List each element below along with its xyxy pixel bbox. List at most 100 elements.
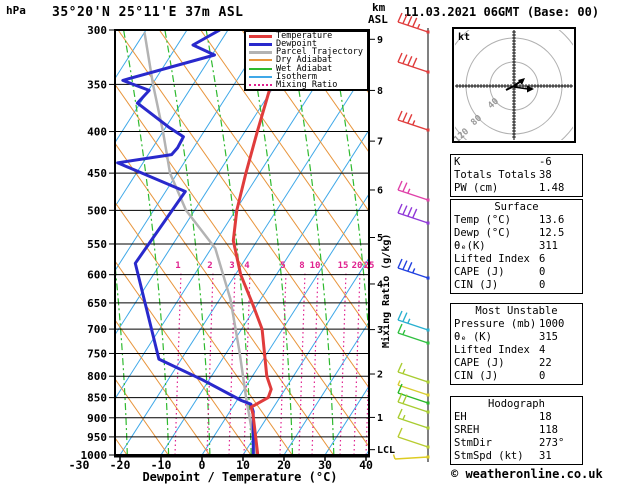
legend-item: Parcel Trajectory: [246, 48, 367, 57]
stats-row: PW (cm) 1.48: [454, 182, 579, 195]
stats-row: Totals Totals 38: [454, 169, 579, 182]
temp-tick-label: -20: [110, 458, 131, 472]
altitude-axis-unit-km: km: [372, 1, 386, 14]
pressure-tick-label: 600: [87, 269, 107, 282]
legend-item-label: Mixing Ratio: [276, 79, 338, 90]
isotherm-line: [120, 66, 368, 454]
wind-barb: [397, 408, 430, 430]
legend-line-sample-icon: [249, 34, 272, 38]
legend-item-label: Temperature: [276, 31, 333, 42]
dry-adiabat-line: [116, 320, 210, 454]
isotherm-line: [202, 194, 368, 454]
wind-barb: [397, 203, 430, 225]
mixing-ratio-value-label: 2: [207, 261, 212, 271]
mixing-ratio-value-label: 3: [229, 261, 234, 271]
background-lines: [0, 30, 368, 455]
legend-item: Dewpoint: [246, 40, 367, 48]
stats-row: StmSpd (kt) 31: [454, 450, 579, 463]
isotherm-line: [116, 31, 228, 206]
stats-row: CIN (J) 0: [454, 279, 579, 292]
stats-value: 1.48: [539, 182, 565, 194]
copyright: © weatheronline.co.uk: [451, 467, 603, 481]
isotherm-line: [0, 30, 23, 455]
isotherm-line: [116, 31, 351, 399]
mixing-ratio-value-label: 8: [299, 261, 304, 271]
km-tick-label: 4: [377, 279, 383, 290]
temp-tick-label: 40: [359, 458, 373, 472]
stats-label: Lifted Index: [454, 344, 530, 356]
wet-adiabat-line: [116, 269, 128, 454]
stats-row: StmDir 273°: [454, 437, 579, 450]
legend-item-label: Dry Adiabat: [276, 55, 333, 66]
dry-adiabat-line: [116, 85, 368, 447]
hodograph-frame: [452, 27, 576, 143]
stats-value: 1000: [539, 318, 565, 330]
legend-item: Wet Adiabat: [246, 63, 367, 74]
wet-adiabat-line: [288, 31, 335, 454]
wind-barb: [392, 454, 430, 460]
mixing-ratio-line: [353, 271, 361, 454]
pressure-tick-label: 950: [87, 431, 107, 444]
km-tick-label: 3: [377, 325, 383, 336]
dry-adiabat-line: [116, 202, 293, 454]
stats-value: 273°: [539, 437, 565, 449]
isotherm-line: [116, 31, 310, 335]
stats-label: SREH: [454, 424, 480, 436]
wind-barb: [397, 180, 430, 202]
stats-label: θₑ(K): [454, 240, 486, 252]
temperature-curve: [231, 31, 293, 454]
km-tick-label: 2: [377, 370, 383, 381]
temp-tick-label: 30: [318, 458, 332, 472]
stats-row: Lifted Index 6: [454, 253, 579, 266]
isotherm-line: [161, 130, 368, 454]
hodograph-trace: [505, 80, 522, 91]
stats-value: 31: [539, 450, 552, 462]
legend-item: Temperature: [246, 32, 367, 40]
wind-barb: [397, 110, 430, 132]
stats-row: SREH 118: [454, 424, 579, 437]
pressure-tick-label: 900: [87, 412, 107, 425]
stats-value: 22: [539, 357, 552, 369]
stats-row: Lifted Index 4: [454, 344, 579, 357]
wind-barb: [397, 427, 430, 449]
mixing-ratio-value-label: 10: [310, 261, 321, 271]
dry-adiabat-line: [200, 31, 368, 270]
legend-item: Dry Adiabat: [246, 55, 367, 66]
mixing-ratio-value-label: 15: [338, 261, 349, 271]
pressure-tick-label: 850: [87, 392, 107, 405]
hodograph-unit-label: kt: [458, 32, 470, 43]
stats-row: CIN (J) 0: [454, 370, 579, 383]
stats-value: 315: [539, 331, 558, 343]
temp-tick-label: 10: [236, 458, 250, 472]
legend-line-sample-icon: [249, 75, 272, 78]
km-tick-label: 7: [377, 137, 383, 148]
dry-adiabat-line: [116, 261, 251, 454]
stats-box-title: Most Unstable: [475, 305, 558, 317]
stats-box: K -6 Totals Totals 38 PW (cm) 1.48: [450, 154, 583, 197]
stats-value: 118: [539, 424, 558, 436]
stats-box-title: Hodograph: [488, 398, 545, 410]
dry-adiabat-line: [283, 31, 368, 152]
stats-box-title: Surface: [494, 201, 539, 213]
legend-line-sample-icon: [249, 42, 272, 46]
legend-item-label: Isotherm: [276, 71, 317, 82]
temp-tick-label: 0: [199, 458, 206, 472]
legend-item: Mixing Ratio: [246, 81, 367, 89]
mixing-ratio-value-label: 20: [352, 261, 363, 271]
wind-barb: [397, 258, 430, 280]
km-tick-label: 5: [377, 233, 383, 244]
stats-label: CIN (J): [454, 370, 499, 382]
wind-barb: [397, 392, 430, 414]
isotherm-line: [243, 258, 368, 454]
stats-label: PW (cm): [454, 182, 499, 194]
temp-tick-label: 20: [277, 458, 291, 472]
altitude-axis-unit-asl: ASL: [368, 13, 388, 26]
pressure-tick-label: 350: [87, 78, 107, 91]
pressure-tick-label: 450: [87, 167, 107, 180]
legend-item-label: Wet Adiabat: [276, 63, 333, 74]
stats-label: CAPE (J): [454, 266, 505, 278]
pressure-tick-label: 800: [87, 370, 107, 383]
stats-row: θₑ (K) 315: [454, 331, 579, 344]
run-datetime: 11.03.2021 06GMT (Base: 00): [404, 5, 600, 19]
